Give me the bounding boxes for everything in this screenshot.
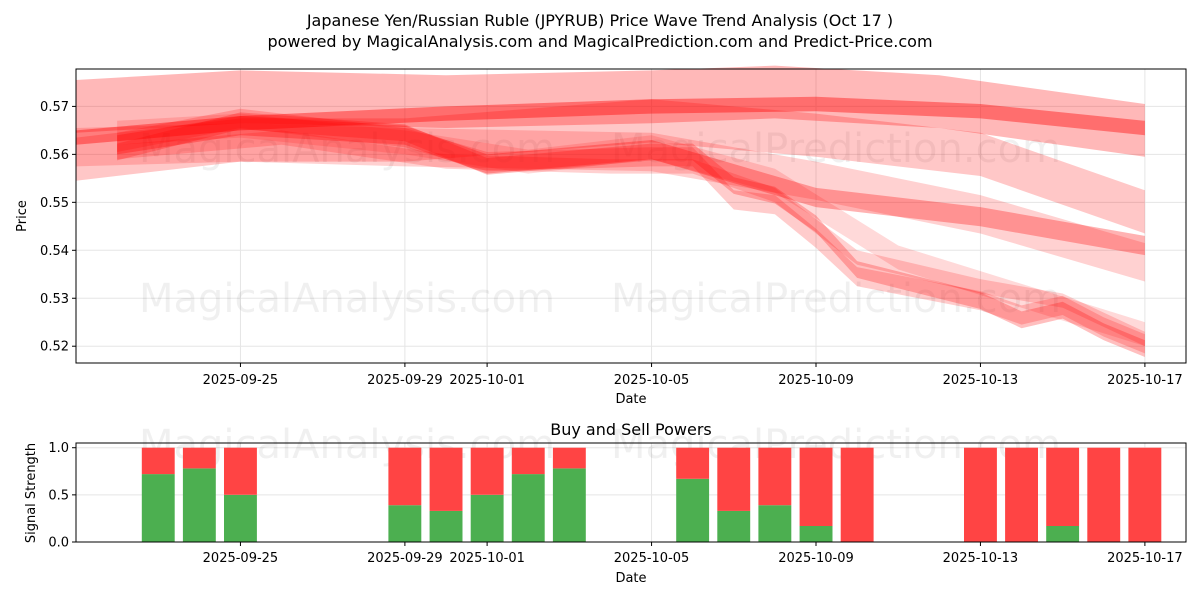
wave-band xyxy=(117,116,1145,256)
price-watermarks: MagicalAnalysis.com MagicalPrediction.co… xyxy=(139,126,1061,322)
x-tick-label: 2025-10-17 xyxy=(1107,373,1183,388)
x-tick-label: 2025-09-25 xyxy=(203,551,279,566)
sell-bar xyxy=(758,447,792,506)
sell-bar xyxy=(676,447,710,479)
signal-plot-frame xyxy=(75,442,1187,543)
x-tick-label: 2025-10-05 xyxy=(614,373,690,388)
signal-x-axis-label: Date xyxy=(615,571,646,586)
buy-bar xyxy=(470,494,504,542)
sell-bar xyxy=(1046,447,1080,526)
wave-band xyxy=(76,96,1145,145)
buy-bar xyxy=(182,468,216,542)
buy-bar xyxy=(676,478,710,542)
buy-bar xyxy=(1046,526,1080,542)
chart-subtitle: powered by MagicalAnalysis.com and Magic… xyxy=(267,32,932,51)
sell-bar xyxy=(511,447,545,475)
wave-band xyxy=(117,108,1145,354)
y-tick-label: 0.53 xyxy=(40,292,69,307)
buy-bar xyxy=(717,510,751,542)
sell-bar xyxy=(799,447,833,526)
x-tick-label: 2025-10-09 xyxy=(778,551,854,566)
watermark-analysis: MagicalAnalysis.com xyxy=(139,126,555,172)
x-tick-label: 2025-09-29 xyxy=(367,373,443,388)
sell-bar xyxy=(470,447,504,495)
sell-bar xyxy=(1128,447,1162,542)
x-tick-label: 2025-10-09 xyxy=(778,373,854,388)
buy-bar xyxy=(388,505,422,542)
buy-bar xyxy=(799,526,833,542)
wave-band xyxy=(117,130,1145,347)
x-tick-label: 2025-09-29 xyxy=(367,551,443,566)
price-y-ticks: 0.52 0.53 0.54 0.55 0.56 0.57 xyxy=(40,100,76,355)
x-tick-label: 2025-09-25 xyxy=(203,373,279,388)
x-tick-label: 2025-10-17 xyxy=(1107,551,1183,566)
y-tick-label: 0.5 xyxy=(48,488,69,503)
sell-bar xyxy=(1005,447,1038,542)
sell-bar xyxy=(182,447,216,469)
y-tick-label: 0.0 xyxy=(48,536,69,551)
x-tick-label: 2025-10-13 xyxy=(943,373,1019,388)
signal-title: Buy and Sell Powers xyxy=(550,420,712,439)
price-x-axis-label: Date xyxy=(615,392,646,407)
sell-bar xyxy=(429,447,463,511)
price-plot-frame xyxy=(75,68,1187,364)
sell-bar xyxy=(224,447,257,495)
watermark-prediction: MagicalPrediction.com xyxy=(611,276,1061,322)
x-tick-label: 2025-10-01 xyxy=(449,373,525,388)
buy-bar xyxy=(511,474,545,542)
sell-bar xyxy=(717,447,751,511)
signal-y-axis-label: Signal Strength xyxy=(24,443,39,543)
sell-bar xyxy=(552,447,586,469)
x-tick-label: 2025-10-01 xyxy=(449,551,525,566)
wave-band xyxy=(76,65,1145,157)
buy-bar xyxy=(429,510,463,542)
sell-bar xyxy=(388,447,422,506)
y-tick-label: 0.55 xyxy=(40,196,69,211)
signal-y-ticks: 0.0 0.5 1.0 xyxy=(48,441,76,551)
buy-bar xyxy=(552,468,586,542)
y-tick-label: 0.57 xyxy=(40,100,69,115)
sell-bar xyxy=(1087,447,1121,542)
y-tick-label: 1.0 xyxy=(48,441,69,456)
buy-bar xyxy=(141,474,175,542)
sell-bar xyxy=(141,447,175,475)
price-waves xyxy=(76,65,1145,358)
wave-band xyxy=(76,123,1145,282)
watermark-prediction: MagicalPrediction.com xyxy=(611,126,1061,172)
sell-bar xyxy=(964,447,997,542)
wave-band xyxy=(117,113,1145,347)
watermark-analysis: MagicalAnalysis.com xyxy=(139,276,555,322)
y-tick-label: 0.52 xyxy=(40,340,69,355)
price-grid xyxy=(76,69,1186,363)
price-y-axis-label: Price xyxy=(15,200,30,232)
y-tick-label: 0.56 xyxy=(40,148,69,163)
price-x-ticks: 2025-09-25 2025-09-29 2025-10-01 2025-10-05… xyxy=(203,363,1183,388)
chart-title: Japanese Yen/Russian Ruble (JPYRUB) Pric… xyxy=(306,11,893,30)
wave-band xyxy=(117,112,1145,358)
sell-bar xyxy=(840,447,874,542)
wave-band xyxy=(76,99,1145,234)
price-panel: MagicalAnalysis.com MagicalPrediction.co… xyxy=(15,65,1187,407)
x-tick-label: 2025-10-05 xyxy=(614,551,690,566)
signal-x-ticks: 2025-09-25 2025-09-29 2025-10-01 2025-10-05… xyxy=(203,542,1183,566)
buy-bar xyxy=(224,494,257,542)
y-tick-label: 0.54 xyxy=(40,244,69,259)
x-tick-label: 2025-10-13 xyxy=(943,551,1019,566)
buy-bar xyxy=(758,505,792,542)
signal-panel: Buy and Sell Powers MagicalAnalysis.com … xyxy=(24,420,1187,586)
signal-bars xyxy=(141,447,1162,542)
